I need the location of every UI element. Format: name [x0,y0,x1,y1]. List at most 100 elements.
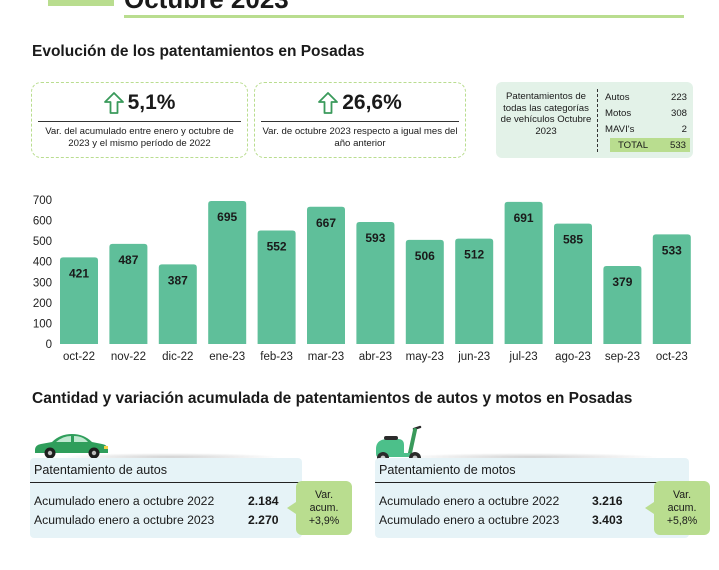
section-title-evolution: Evolución de los patentamientos en Posad… [32,43,365,60]
y-tick-label: 300 [33,277,52,289]
y-tick-label: 100 [33,318,52,330]
var-label: Var. [672,488,692,501]
data-label: 506 [415,249,435,263]
header-underline [124,15,684,18]
data-label: 552 [267,239,287,253]
x-tick-label: nov-22 [111,351,146,363]
card-row-label: Acumulado enero a octubre 2023 [34,513,215,527]
category-value: 2 [681,123,687,135]
categories-summary-box: Patentamientos de todas las categorías d… [496,82,693,158]
bar-ene-23 [208,201,247,344]
x-tick-label: may-23 [406,351,444,363]
card-title: Patentamiento de motos [379,463,516,477]
data-label: 585 [563,233,583,247]
x-tick-label: abr-23 [359,351,392,363]
card-shadow [60,453,280,461]
x-tick-label: ago-23 [555,351,591,363]
stat-divider [38,121,241,122]
card-title: Patentamiento de autos [34,463,168,477]
stat-divider [261,121,459,122]
y-tick-label: 400 [33,257,52,269]
x-tick-label: dic-22 [162,351,193,363]
categories-label: Patentamientos de todas las categorías d… [500,91,592,137]
category-row-motos: Motos 308 [603,106,691,120]
category-name: TOTAL [618,139,649,151]
stat-box-accumulated: 5,1% Var. del acumulado entre enero y oc… [31,82,248,158]
data-label: 593 [365,231,385,245]
x-tick-label: oct-22 [63,351,95,363]
bar-feb-23 [257,230,296,344]
card-row-value: 3.403 [592,513,623,527]
card-motos: Patentamiento de motos Acumulado enero a… [375,458,689,538]
y-tick-label: 700 [33,195,52,207]
bar-mar-23 [307,206,345,344]
data-label: 667 [316,216,336,230]
bar-dic-22 [158,264,197,344]
stat-head: 26,6% [255,91,465,115]
var-value: +3,9% [308,514,340,527]
bar-chart-patentamientos: 0 100 200 300 400 500 600 700 421 oct-22 487 nov-22… [33,195,691,363]
category-row-total: TOTAL 533 [610,138,690,152]
header-accent-block [48,0,114,6]
data-label: 487 [118,253,138,267]
card-divider [30,482,302,483]
var-label: Var. [314,488,334,501]
bar-abr-23 [356,222,395,344]
stat-box-monthly: 26,6% Var. de octubre 2023 respecto a ig… [254,82,466,158]
y-tick-label: 0 [46,339,52,351]
card-shadow [400,453,660,461]
stat-value: 26,6% [342,91,402,114]
x-tick-label: sep-23 [605,351,640,363]
x-tick-label: feb-23 [260,351,293,363]
data-label: 387 [168,273,188,287]
var-label: acum. [667,501,697,514]
bar-sep-23 [603,266,642,344]
data-label: 421 [69,266,89,280]
var-badge-autos: Var. acum. +3,9% [287,481,352,535]
category-row-autos: Autos 223 [603,90,691,104]
data-label: 691 [514,211,534,225]
x-tick-label: mar-23 [308,351,344,363]
category-name: Motos [605,107,632,119]
bar-jul-23 [504,201,543,344]
stat-description: Var. de octubre 2023 respecto a igual me… [262,126,458,149]
car-icon [35,434,108,459]
data-label: 695 [217,210,237,224]
var-badge-motos: Var. acum. +5,8% [645,481,710,535]
card-autos: Patentamiento de autos Acumulado enero a… [30,458,302,538]
section-title-autos-motos: Cantidad y variación acumulada de patent… [32,390,633,407]
card-divider [375,482,689,483]
card-row-label: Acumulado enero a octubre 2023 [379,513,560,527]
card-row-value: 3.216 [592,494,623,508]
stat-value: 5,1% [127,91,176,114]
data-label: 379 [612,275,632,289]
bar-oct-22 [60,257,98,344]
bar-jun-23 [455,238,494,344]
x-tick-label: ene-23 [209,351,245,363]
var-value: +5,8% [666,514,698,527]
up-arrow-icon [103,92,124,114]
category-name: MAVI's [605,123,635,135]
category-value: 533 [669,139,686,151]
categories-divider [597,89,598,152]
card-row-label: Acumulado enero a octubre 2022 [379,494,560,508]
x-tick-label: jul-23 [509,351,538,363]
data-label: 512 [464,248,484,262]
category-row-mavis: MAVI's 2 [603,122,691,136]
bar-may-23 [405,239,444,344]
y-tick-label: 200 [33,298,52,310]
card-row-value: 2.184 [248,494,279,508]
data-label: 533 [662,243,682,257]
bar-oct-23 [652,234,691,344]
y-tick-label: 600 [33,216,52,228]
category-name: Autos [605,91,630,103]
category-value: 308 [670,107,687,119]
stat-head: 5,1% [32,91,247,115]
bar-nov-22 [109,243,148,344]
x-tick-label: jun-23 [457,351,490,363]
up-arrow-icon [318,92,339,114]
card-row-value: 2.270 [248,513,279,527]
x-tick-label: oct-23 [656,351,688,363]
stat-description: Var. del acumulado entre enero y octubre… [45,126,234,149]
page-title: Octubre 2023 [124,0,289,15]
